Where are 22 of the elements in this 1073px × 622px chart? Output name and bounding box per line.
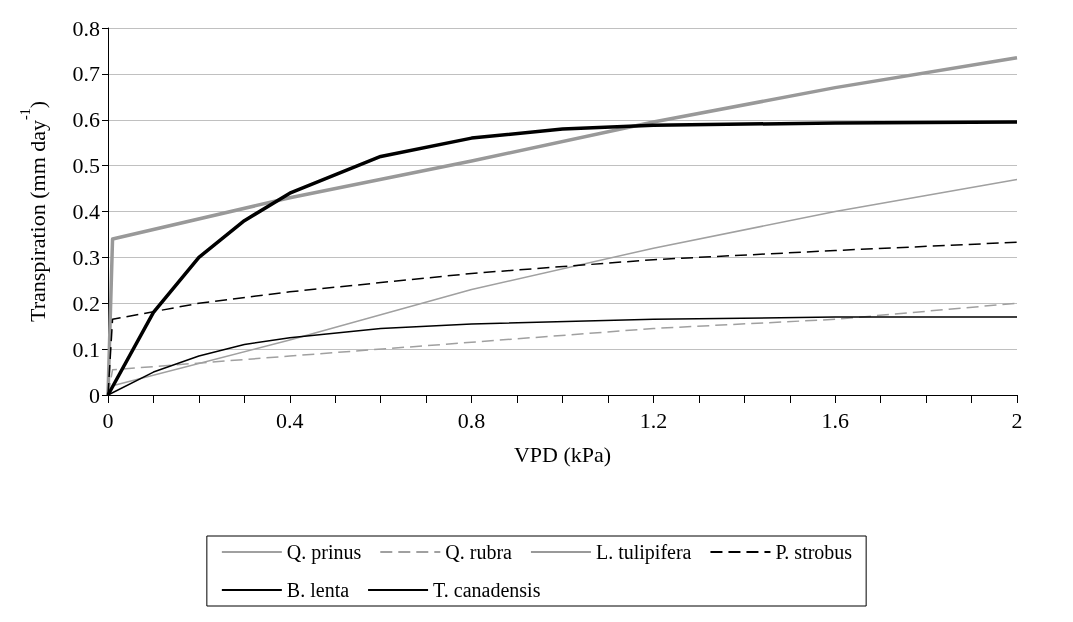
x-tick-label: 0.4 <box>276 407 304 433</box>
y-tick-label: 0.3 <box>72 244 100 270</box>
y-tick-label: 0.5 <box>72 153 100 179</box>
y-axis-title: Transpiration (mm day-1) <box>17 100 50 323</box>
legend-label: P. strobus <box>775 541 853 563</box>
y-tick-label: 0.7 <box>72 61 100 87</box>
y-tick-label: 0.2 <box>72 290 100 316</box>
x-tick-label: 1.6 <box>821 407 849 433</box>
legend-label: B. lenta <box>286 579 350 601</box>
y-tick-label: 0.8 <box>72 15 100 41</box>
x-tick-label: 1.2 <box>639 407 668 433</box>
y-tick-label: 0.1 <box>72 336 100 362</box>
x-axis-title: VPD (kPa) <box>513 441 612 467</box>
y-tick-label: 0 <box>89 382 100 408</box>
x-tick-label: 0.8 <box>457 407 486 433</box>
y-tick-label: 0.4 <box>72 199 100 224</box>
legend-label: Q. rubra <box>445 541 513 563</box>
legend-label: Q. prinus <box>286 541 362 564</box>
x-tick-label: 2 <box>1011 407 1023 433</box>
y-tick-label: 0.6 <box>72 107 100 133</box>
legend-label: L. tulipifera <box>595 541 692 564</box>
legend-label: T. canadensis <box>433 579 541 601</box>
